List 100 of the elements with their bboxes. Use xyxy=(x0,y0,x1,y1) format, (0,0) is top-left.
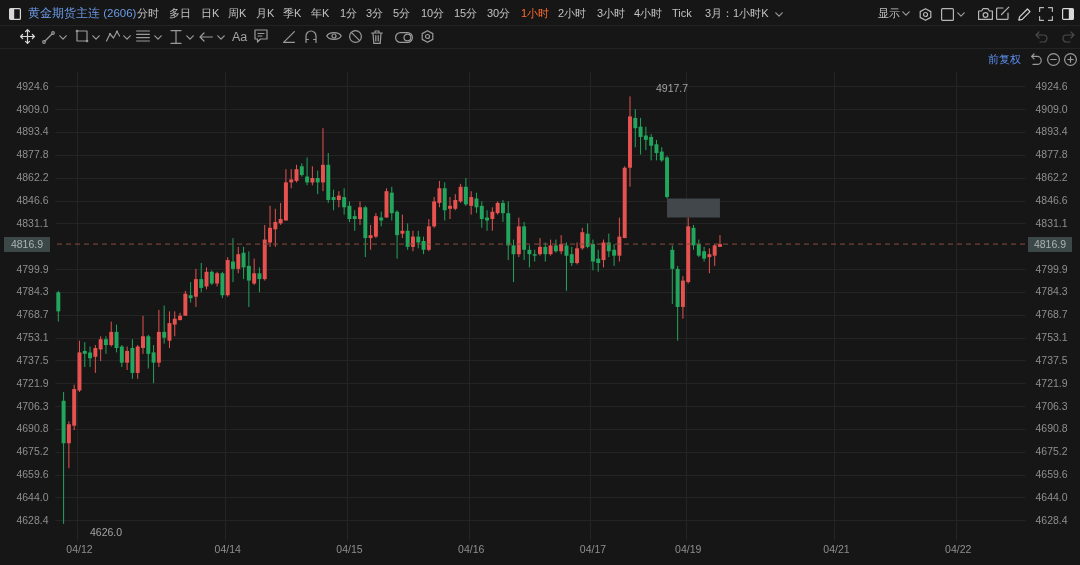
candlestick xyxy=(469,190,474,216)
candlestick xyxy=(188,281,193,304)
text: 日K xyxy=(201,6,220,20)
chart-title: 黄金期货主连 (2606) xyxy=(28,6,137,20)
text: 30分 xyxy=(487,6,511,20)
candlestick xyxy=(474,192,479,214)
candlestick xyxy=(617,217,622,263)
x-tick-label: 04/19 xyxy=(675,542,702,555)
candlestick xyxy=(358,200,363,226)
candlestick xyxy=(310,165,315,186)
candlestick xyxy=(56,290,61,323)
candlestick xyxy=(601,239,606,268)
text: 15分 xyxy=(454,6,478,20)
candlestick xyxy=(183,290,188,317)
candlestick xyxy=(500,199,505,223)
y2-tick-label: 4831.1 xyxy=(1035,216,1068,229)
y2-tick-label: 4753.1 xyxy=(1035,331,1068,344)
text: 年K xyxy=(311,6,330,20)
candlestick xyxy=(93,344,98,374)
text: Aa xyxy=(232,30,248,44)
text: 3分 xyxy=(366,6,384,20)
candlestick xyxy=(342,187,347,216)
y-tick-label: 4893.4 xyxy=(16,125,49,138)
text: 3小时 xyxy=(597,6,626,20)
candlestick xyxy=(575,241,580,265)
candlestick xyxy=(167,310,172,349)
text: 1分 xyxy=(340,6,358,20)
candlestick xyxy=(220,271,225,299)
text: 10分 xyxy=(421,6,445,20)
y-tick-label: 4675.2 xyxy=(16,445,49,458)
candlestick xyxy=(490,206,495,232)
y-tick-label: 4721.9 xyxy=(16,376,49,389)
text: 3月：1小时K xyxy=(705,6,769,20)
text: 5分 xyxy=(393,6,411,20)
y-tick-label: 4862.2 xyxy=(16,171,49,184)
x-tick-label: 04/12 xyxy=(66,542,93,555)
x-tick-label: 04/17 xyxy=(579,542,607,555)
candlestick xyxy=(246,250,251,308)
candlestick xyxy=(252,258,257,286)
candlestick xyxy=(400,214,405,239)
y-tick-label: 4831.1 xyxy=(16,216,49,229)
x-tick-label: 04/16 xyxy=(458,542,485,555)
y-tick-label: 4753.1 xyxy=(16,331,49,344)
candlestick xyxy=(633,108,638,148)
text: 季K xyxy=(283,6,302,20)
candlestick xyxy=(315,170,320,195)
annotation: 4626.0 xyxy=(90,525,123,539)
y2-tick-label: 4846.6 xyxy=(1035,194,1068,207)
x-tick-label: 04/14 xyxy=(214,542,241,555)
y2-tick-label: 4862.2 xyxy=(1035,171,1068,184)
candlestick xyxy=(162,305,167,345)
y2-tick-label: 4799.9 xyxy=(1035,262,1068,275)
y2-tick-label: 4924.6 xyxy=(1035,79,1068,92)
candlestick xyxy=(559,234,564,255)
candlestick xyxy=(707,247,712,274)
candlestick xyxy=(236,246,241,274)
text: 4小时 xyxy=(634,6,663,20)
candlestick xyxy=(527,244,532,268)
x-tick-label: 04/21 xyxy=(823,542,850,555)
y-tick-label: 4799.9 xyxy=(16,262,49,275)
candlestick xyxy=(336,190,341,208)
y-tick-label: 4909.0 xyxy=(16,102,49,115)
candlestick xyxy=(146,334,151,370)
candlestick xyxy=(199,262,204,293)
y-tick-label: 4768.7 xyxy=(16,308,49,321)
candlestick xyxy=(569,246,574,267)
y-tick-label: 4784.3 xyxy=(16,285,49,298)
text: 1小时 xyxy=(521,6,550,20)
candlestick xyxy=(331,189,336,211)
candlestick xyxy=(151,344,156,384)
candlestick xyxy=(670,244,675,305)
text: Tick xyxy=(672,6,692,20)
candlestick xyxy=(193,268,198,308)
candlestick xyxy=(463,177,468,207)
x-tick-label: 04/15 xyxy=(336,542,363,555)
candlestick xyxy=(98,335,103,362)
y2-tick-label: 4784.3 xyxy=(1035,285,1068,298)
y-tick-label: 4846.6 xyxy=(16,194,49,207)
y2-tick-label: 4628.4 xyxy=(1035,513,1068,526)
candlestick xyxy=(543,241,548,263)
text: 周K xyxy=(228,6,247,20)
text: 显示 xyxy=(878,6,900,20)
candlestick xyxy=(373,212,378,239)
candlestick xyxy=(231,237,235,283)
annotation: 4917.7 xyxy=(656,81,689,95)
y2-tick-label: 4737.5 xyxy=(1035,353,1068,366)
y2-tick-label: 4909.0 xyxy=(1035,102,1068,115)
candlestick xyxy=(289,168,294,189)
y-tick-label: 4706.3 xyxy=(16,399,49,412)
candlestick xyxy=(442,181,447,221)
text: 月K xyxy=(256,6,275,20)
y-tick-label: 4690.8 xyxy=(16,422,49,435)
y2-tick-label: 4893.4 xyxy=(1035,125,1068,138)
y2-tick-label: 4877.8 xyxy=(1035,148,1068,161)
candlestick xyxy=(458,183,463,204)
candlestick xyxy=(564,241,569,292)
x-tick-label: 04/22 xyxy=(945,542,972,555)
y-tick-label: 4628.4 xyxy=(16,513,49,526)
y-tick-label: 4659.6 xyxy=(16,468,49,481)
text: 多日 xyxy=(169,6,191,20)
